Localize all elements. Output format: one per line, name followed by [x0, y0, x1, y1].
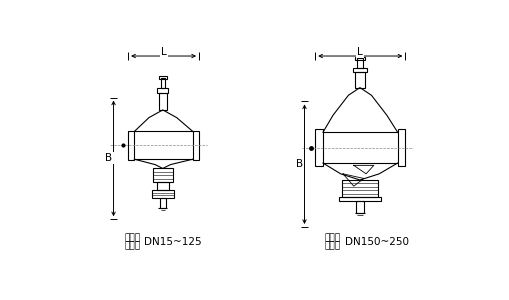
Bar: [157, 88, 168, 93]
Text: 软密封: 软密封: [124, 242, 140, 251]
Bar: [338, 197, 380, 201]
Text: B: B: [296, 159, 303, 169]
Bar: [342, 180, 377, 197]
Bar: [160, 78, 165, 88]
Bar: [153, 168, 173, 182]
Bar: [152, 190, 173, 198]
Bar: [355, 72, 364, 88]
Bar: [159, 93, 166, 110]
Text: 硬密封: 硬密封: [324, 233, 340, 242]
Text: DN15~125: DN15~125: [144, 237, 202, 247]
Text: 软密封: 软密封: [324, 242, 340, 251]
Bar: [355, 57, 364, 60]
Bar: [397, 129, 405, 166]
Bar: [192, 131, 199, 160]
Text: 硬密封: 硬密封: [124, 233, 140, 242]
Text: B: B: [105, 153, 112, 164]
Bar: [128, 131, 134, 160]
Bar: [159, 198, 165, 208]
Bar: [156, 182, 168, 190]
Text: DN150~250: DN150~250: [344, 237, 408, 247]
Bar: [355, 201, 363, 213]
Text: L: L: [357, 47, 362, 57]
Bar: [315, 129, 322, 166]
Bar: [159, 76, 166, 79]
Text: L: L: [160, 47, 166, 57]
Bar: [356, 58, 362, 68]
Bar: [352, 68, 366, 72]
